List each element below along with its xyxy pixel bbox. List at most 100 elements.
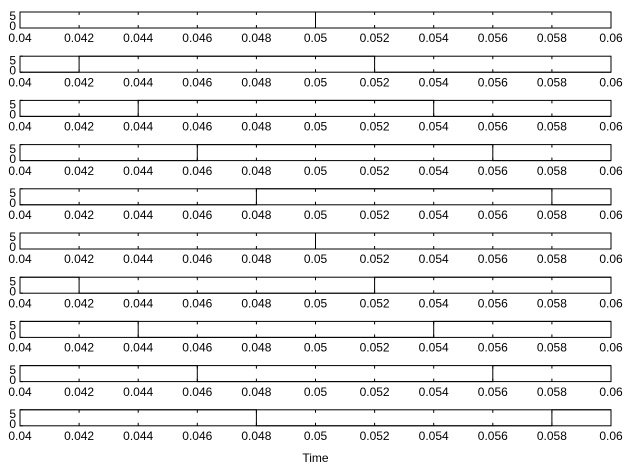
signal-line: [20, 320, 611, 338]
x-tick-label: 0.04: [8, 120, 32, 134]
x-tick-label: 0.044: [123, 75, 153, 89]
x-tick-label: 0.042: [64, 385, 94, 399]
x-tick-label: 0.044: [123, 429, 153, 443]
x-tick-label: 0.042: [64, 341, 94, 355]
x-tick-label: 0.042: [64, 429, 94, 443]
y-tick-label: 5: [9, 142, 16, 156]
x-tick-label: 0.054: [419, 296, 449, 310]
x-tick-label: 0.044: [123, 31, 153, 45]
x-tick-label: 0.056: [478, 385, 508, 399]
x-tick-label: 0.054: [419, 208, 449, 222]
x-tick-label: 0.056: [478, 164, 508, 178]
x-tick-label: 0.052: [360, 341, 390, 355]
y-tick-label: 0: [9, 329, 16, 343]
x-tick-label: 0.054: [419, 120, 449, 134]
x-tick-label: 0.046: [182, 429, 212, 443]
x-tick-label: 0.058: [537, 120, 567, 134]
x-tick-label: 0.046: [182, 341, 212, 355]
x-tick-label: 0.044: [123, 120, 153, 134]
x-tick-label: 0.058: [537, 252, 567, 266]
x-tick-label: 0.044: [123, 164, 153, 178]
x-tick-label: 0.05: [304, 429, 328, 443]
x-tick-label: 0.042: [64, 252, 94, 266]
x-tick-label: 0.042: [64, 164, 94, 178]
x-tick-label: 0.048: [241, 31, 271, 45]
x-tick-label: 0.052: [360, 429, 390, 443]
x-tick-label: 0.048: [241, 296, 271, 310]
x-tick-label: 0.06: [599, 296, 623, 310]
x-tick-label: 0.056: [478, 208, 508, 222]
x-tick-label: 0.054: [419, 75, 449, 89]
y-tick-label: 5: [9, 274, 16, 288]
x-tick-label: 0.054: [419, 164, 449, 178]
x-tick-label: 0.048: [241, 429, 271, 443]
signal-line: [20, 409, 611, 427]
x-tick-label: 0.05: [304, 164, 328, 178]
x-tick-label: 0.042: [64, 208, 94, 222]
y-tick-label: 0: [9, 63, 16, 77]
x-tick-label: 0.056: [478, 31, 508, 45]
y-tick-label: 5: [9, 98, 16, 112]
y-tick-label: 5: [9, 53, 16, 67]
y-tick-label: 5: [9, 407, 16, 421]
x-tick-label: 0.044: [123, 341, 153, 355]
x-tick-label: 0.042: [64, 31, 94, 45]
x-tick-label: 0.056: [478, 120, 508, 134]
x-tick-label: 0.058: [537, 296, 567, 310]
x-tick-label: 0.058: [537, 341, 567, 355]
x-tick-label: 0.05: [304, 341, 328, 355]
x-tick-label: 0.042: [64, 120, 94, 134]
x-tick-label: 0.05: [304, 296, 328, 310]
x-tick-label: 0.046: [182, 31, 212, 45]
x-tick-label: 0.058: [537, 164, 567, 178]
x-tick-label: 0.044: [123, 208, 153, 222]
x-tick-label: 0.052: [360, 252, 390, 266]
x-tick-label: 0.044: [123, 385, 153, 399]
x-tick-label: 0.046: [182, 385, 212, 399]
signal-line: [20, 55, 611, 73]
y-tick-label: 5: [9, 319, 16, 333]
x-tick-label: 0.048: [241, 385, 271, 399]
x-tick-label: 0.04: [8, 75, 32, 89]
signal-line: [20, 365, 611, 383]
x-tick-label: 0.048: [241, 252, 271, 266]
y-tick-label: 5: [9, 363, 16, 377]
x-tick-label: 0.046: [182, 120, 212, 134]
y-tick-label: 0: [9, 284, 16, 298]
x-tick-label: 0.052: [360, 164, 390, 178]
x-tick-label: 0.04: [8, 341, 32, 355]
x-tick-label: 0.06: [599, 208, 623, 222]
x-tick-label: 0.04: [8, 429, 32, 443]
x-tick-label: 0.052: [360, 31, 390, 45]
x-tick-label: 0.04: [8, 208, 32, 222]
signal-line: [20, 232, 611, 250]
signal-line: [20, 144, 611, 162]
x-tick-label: 0.046: [182, 75, 212, 89]
x-tick-label: 0.05: [304, 208, 328, 222]
x-tick-label: 0.058: [537, 385, 567, 399]
x-tick-label: 0.052: [360, 385, 390, 399]
y-tick-label: 0: [9, 19, 16, 33]
x-tick-label: 0.04: [8, 164, 32, 178]
x-tick-label: 0.044: [123, 252, 153, 266]
x-tick-label: 0.06: [599, 429, 623, 443]
signal-line: [20, 276, 611, 294]
y-tick-label: 0: [9, 196, 16, 210]
x-tick-label: 0.058: [537, 75, 567, 89]
x-axis-label: Time: [302, 451, 329, 465]
y-tick-label: 0: [9, 240, 16, 254]
x-tick-label: 0.054: [419, 341, 449, 355]
x-tick-label: 0.052: [360, 120, 390, 134]
x-tick-label: 0.054: [419, 31, 449, 45]
x-tick-label: 0.06: [599, 252, 623, 266]
x-tick-label: 0.06: [599, 385, 623, 399]
x-tick-label: 0.056: [478, 75, 508, 89]
x-tick-label: 0.04: [8, 31, 32, 45]
signal-line: [20, 11, 612, 29]
x-tick-label: 0.04: [8, 385, 32, 399]
x-tick-label: 0.044: [123, 296, 153, 310]
x-tick-label: 0.046: [182, 252, 212, 266]
x-tick-label: 0.058: [537, 429, 567, 443]
x-tick-label: 0.05: [304, 385, 328, 399]
x-tick-label: 0.06: [599, 120, 623, 134]
